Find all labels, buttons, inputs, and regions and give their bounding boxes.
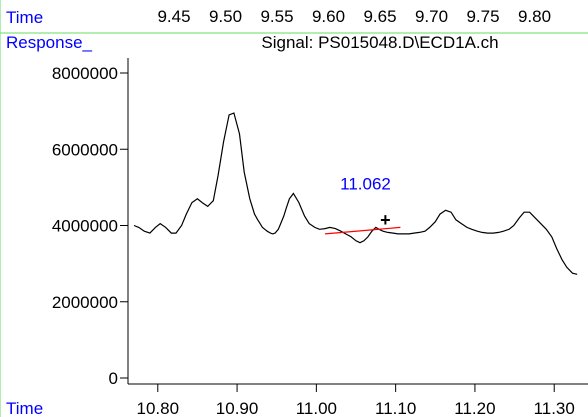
peak-baseline-line	[325, 226, 401, 235]
y-axis-ticks: 0 2000000 4000000 6000000 8000000	[52, 64, 128, 388]
top-time-tick-label: 9.80	[518, 7, 551, 26]
y-tick-label: 4000000	[52, 217, 118, 236]
peak-retention-label: 11.062	[340, 174, 391, 193]
response-axis-label: Response_	[6, 33, 93, 52]
top-time-tick-label: 9.45	[157, 7, 190, 26]
y-tick-label: 2000000	[52, 293, 118, 312]
top-time-tick-label: 9.70	[415, 7, 448, 26]
x-tick-label: 11.20	[454, 399, 495, 417]
top-time-tick-label: 9.60	[312, 7, 345, 26]
top-time-tick-label: 9.75	[466, 7, 499, 26]
x-tick-label: 11.00	[296, 399, 337, 417]
x-tick-label: 10.80	[137, 399, 180, 417]
y-tick-label: 8000000	[52, 64, 118, 83]
peak-crosshair-marker: +	[380, 210, 391, 230]
bottom-time-label: Time	[6, 399, 43, 417]
top-time-tick-label: 9.50	[209, 7, 242, 26]
x-axis-ticks: 10.80 10.90 11.00 11.10 11.20 11.30	[137, 384, 575, 417]
top-time-ticks: 9.45 9.50 9.55 9.60 9.65 9.70 9.75 9.80	[157, 7, 551, 26]
y-tick-label: 0	[109, 369, 118, 388]
x-tick-label: 11.10	[375, 399, 416, 417]
y-tick-label: 6000000	[52, 140, 118, 159]
x-tick-label: 11.30	[534, 399, 575, 417]
top-time-tick-label: 9.55	[260, 7, 293, 26]
chart-title: Signal: PS015048.D\ECD1A.ch	[261, 33, 498, 52]
top-time-label: Time	[6, 8, 43, 27]
x-tick-label: 10.90	[216, 399, 259, 417]
signal-series-line	[133, 112, 578, 275]
top-time-tick-label: 9.65	[363, 7, 396, 26]
